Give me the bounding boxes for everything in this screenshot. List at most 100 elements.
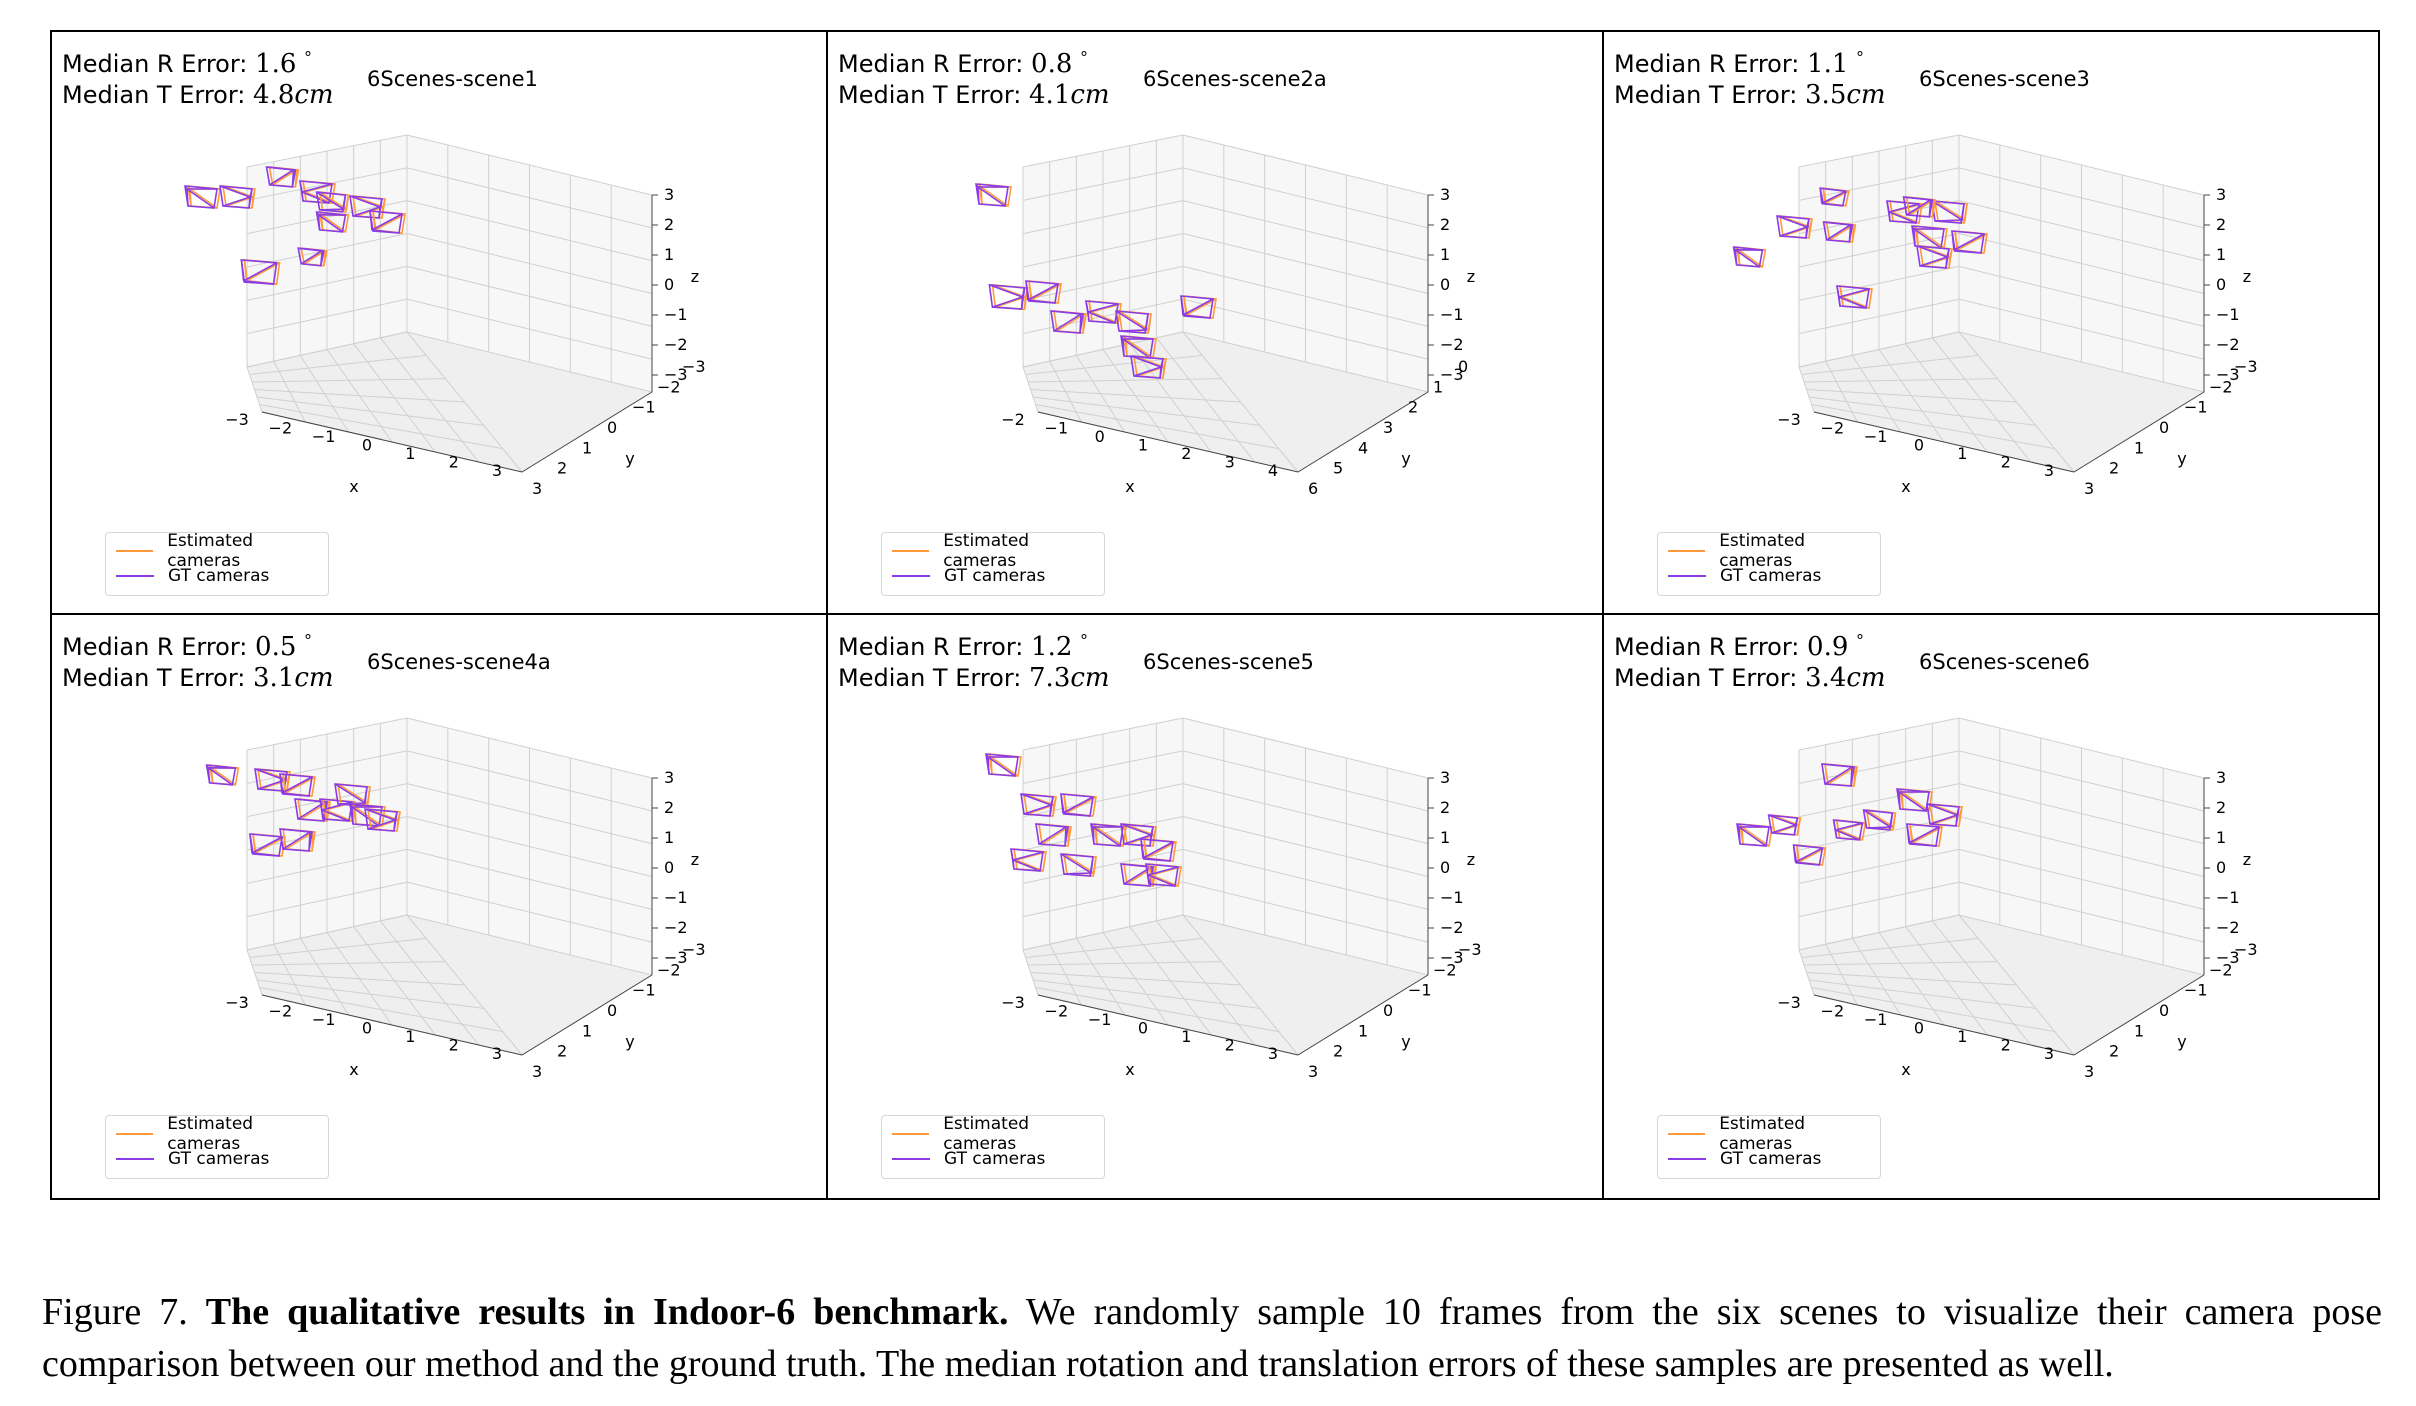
camera-pair xyxy=(1050,310,1087,334)
y-tick-label: 3 xyxy=(2084,479,2094,498)
x-tick-label: −3 xyxy=(225,993,249,1012)
y-tick-label: 1 xyxy=(2134,438,2144,457)
camera-frusta xyxy=(184,166,406,285)
camera-pair xyxy=(364,808,401,832)
camera-pair xyxy=(1926,803,1963,827)
z-tick-label: −3 xyxy=(664,948,688,967)
x-tick-label: 0 xyxy=(1914,436,1924,455)
x-tick-label: 0 xyxy=(1138,1019,1148,1038)
z-tick-label: −3 xyxy=(2216,948,2240,967)
plot-panel: Median R Error: 1.1 ° Median T Error: 3.5… xyxy=(1604,32,2380,615)
z-axis-label: z xyxy=(1467,267,1475,286)
y-axis-label: y xyxy=(1401,1032,1410,1051)
legend: Estimated cameras GT cameras xyxy=(881,1114,1105,1179)
gt-camera xyxy=(1931,200,1965,224)
degree-symbol: ° xyxy=(1080,631,1089,650)
camera-pair xyxy=(1776,215,1813,239)
y-tick-label: −2 xyxy=(2209,960,2233,979)
legend: Estimated cameras GT cameras xyxy=(105,1114,329,1179)
estimated-swatch xyxy=(892,550,930,552)
z-axis-label: z xyxy=(691,267,699,286)
floor-pane xyxy=(1023,915,1428,1055)
z-tick-label: 2 xyxy=(2216,215,2226,234)
z-tick-label: 0 xyxy=(1440,275,1450,294)
y-tick-label: −2 xyxy=(2209,377,2233,396)
z-axis-label: z xyxy=(2243,850,2251,869)
x-axis-label: x xyxy=(1901,1060,1910,1079)
legend-item-estimated: Estimated cameras xyxy=(892,1114,1104,1154)
y-tick-label: 0 xyxy=(1458,357,1468,376)
y-tick-label: 0 xyxy=(607,418,617,437)
gt-camera xyxy=(265,166,297,188)
camera-pair xyxy=(265,166,300,188)
z-tick-label: 0 xyxy=(664,275,674,294)
r-error-label: Median R Error: xyxy=(62,633,248,661)
x-tick-label: 1 xyxy=(1957,1027,1967,1046)
y-tick-label: 1 xyxy=(582,438,592,457)
x-axis-label: x xyxy=(1125,1060,1134,1079)
camera-pair xyxy=(1060,793,1097,817)
estimated-camera xyxy=(1770,814,1802,836)
caption-prefix: Figure 7. xyxy=(42,1291,206,1333)
legend-label-estimated: Estimated cameras xyxy=(943,531,1030,571)
camera-pair xyxy=(1821,763,1858,787)
z-tick-label: 3 xyxy=(2216,185,2226,204)
caption-title: The qualitative results in Indoor-6 benc… xyxy=(205,1291,1009,1333)
legend-label-gt: GT cameras xyxy=(1720,1149,1822,1169)
camera-pair xyxy=(1836,285,1873,309)
degree-symbol: ° xyxy=(1080,48,1089,67)
y-tick-label: −3 xyxy=(682,357,706,376)
gt-swatch xyxy=(1668,575,1706,577)
estimated-swatch xyxy=(892,1133,930,1135)
gt-camera xyxy=(1902,196,1934,218)
gt-camera xyxy=(364,808,398,832)
legend-item-gt: GT cameras xyxy=(116,1147,269,1171)
t-error-label: Median T Error: xyxy=(1614,81,1798,109)
y-axis-label: y xyxy=(625,1032,634,1051)
axis-edges xyxy=(1813,391,2205,473)
gt-camera xyxy=(1020,793,1054,817)
t-error-unit: cm xyxy=(294,80,334,110)
camera-pair xyxy=(1025,280,1062,304)
gt-camera xyxy=(1736,823,1770,847)
r-error-value: 1.1 xyxy=(1807,49,1849,79)
plot-panel: Median R Error: 1.6 ° Median T Error: 4.8… xyxy=(52,32,828,615)
z-tick-label: 2 xyxy=(664,215,674,234)
plot-panel: Median R Error: 0.5 ° Median T Error: 3.1… xyxy=(52,615,828,1198)
camera-pair xyxy=(1896,788,1933,812)
camera-pair xyxy=(1115,310,1152,334)
caption-text: We randomly sample 10 frames from the si… xyxy=(42,1291,2382,1385)
gt-camera xyxy=(1821,763,1855,787)
gt-swatch xyxy=(1668,1158,1706,1160)
camera-pair xyxy=(1090,823,1127,847)
legend-item-estimated: Estimated cameras xyxy=(116,531,328,571)
camera-pair xyxy=(279,773,316,797)
camera-pair xyxy=(297,247,328,267)
legend-item-estimated: Estimated cameras xyxy=(1668,1114,1880,1154)
y-tick-label: −1 xyxy=(632,981,656,1000)
camera-pair xyxy=(1832,819,1867,841)
camera-pair xyxy=(1035,823,1072,847)
gt-camera xyxy=(1916,245,1950,269)
y-tick-label: −1 xyxy=(1408,981,1432,1000)
gt-camera xyxy=(1862,809,1894,831)
error-summary: Median R Error: 1.2 ° Median T Error: 7.3… xyxy=(838,625,1110,694)
camera-pair xyxy=(315,191,350,213)
legend-label-estimated: Estimated cameras xyxy=(167,1114,254,1154)
z-tick-label: 1 xyxy=(1440,828,1450,847)
r-error-label: Median R Error: xyxy=(1614,50,1800,78)
y-tick-label: 2 xyxy=(2109,459,2119,478)
figure-grid: Median R Error: 1.6 ° Median T Error: 4.8… xyxy=(50,30,2380,1200)
z-tick-label: −2 xyxy=(1440,918,1464,937)
back-panes xyxy=(1023,135,1428,392)
gt-camera xyxy=(219,185,253,209)
error-summary: Median R Error: 1.1 ° Median T Error: 3.5… xyxy=(1614,42,1886,111)
camera-pair xyxy=(985,753,1022,777)
legend-label-gt: GT cameras xyxy=(1720,566,1822,586)
camera-pair xyxy=(1180,295,1217,319)
axis-edges xyxy=(1037,974,1429,1056)
z-tick-label: 1 xyxy=(2216,245,2226,264)
y-tick-label: 2 xyxy=(1408,398,1418,417)
z-tick-label: −3 xyxy=(2216,365,2240,384)
